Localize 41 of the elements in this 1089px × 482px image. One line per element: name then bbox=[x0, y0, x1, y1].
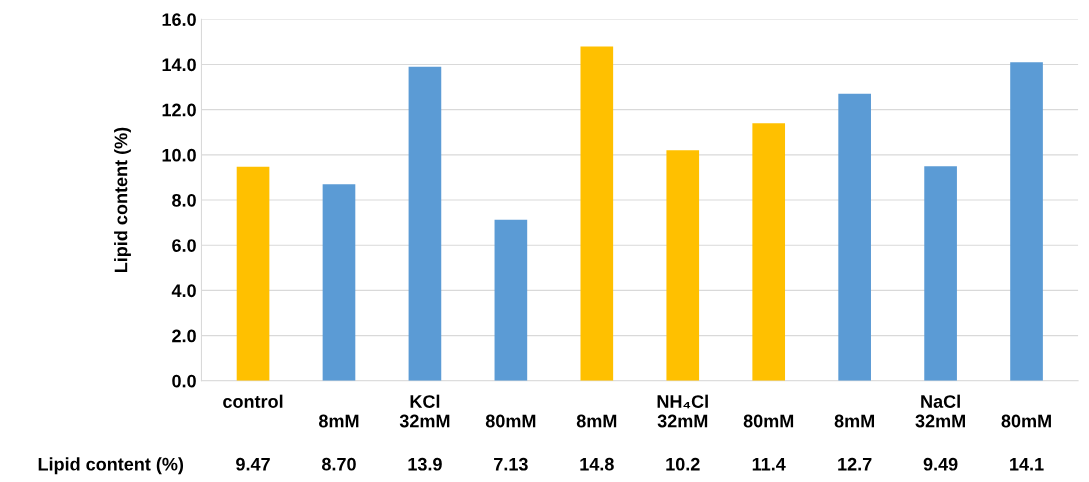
x-tick-label: 8mM bbox=[576, 414, 617, 428]
bar bbox=[838, 93, 871, 381]
bar bbox=[408, 66, 442, 381]
x-tick-label: NH₄Cl 32mM bbox=[657, 394, 708, 428]
x-tick-label: 80mM bbox=[1001, 414, 1051, 428]
bar bbox=[322, 184, 356, 381]
bar bbox=[752, 123, 786, 381]
y-tick-label: 12.0 bbox=[162, 103, 196, 117]
y-tick-label: 2.0 bbox=[172, 329, 196, 343]
y-tick-label: 8.0 bbox=[172, 193, 196, 207]
data-label: 10.2 bbox=[666, 457, 700, 471]
y-tick-label: 16.0 bbox=[162, 13, 196, 26]
bar bbox=[236, 166, 270, 381]
text: Lipid content (%) bbox=[38, 457, 184, 475]
data-label: 13.9 bbox=[408, 457, 442, 471]
y-axis-title: Lipid content (%) bbox=[114, 127, 131, 273]
data-label: 8.70 bbox=[321, 457, 356, 471]
bar bbox=[666, 150, 700, 381]
y-tick-label: 10.0 bbox=[162, 148, 196, 162]
bar bbox=[924, 166, 957, 381]
x-tick-label: NaCl 32mM bbox=[915, 394, 965, 428]
data-label: 11.4 bbox=[752, 457, 786, 471]
x-tick-label: 8mM bbox=[318, 414, 359, 428]
data-label: 9.49 bbox=[923, 457, 958, 471]
data-label: 12.7 bbox=[838, 457, 872, 471]
x-tick-label: control bbox=[223, 394, 283, 408]
bar bbox=[1010, 62, 1043, 381]
data-label: 7.13 bbox=[494, 457, 528, 471]
x-tick-label: 80mM bbox=[485, 414, 536, 428]
y-tick-label: 14.0 bbox=[162, 58, 196, 72]
data-label: 14.8 bbox=[580, 457, 614, 471]
data-label: 9.47 bbox=[236, 457, 270, 471]
x-tick-label: 8mM bbox=[834, 414, 875, 428]
bar bbox=[494, 219, 528, 381]
y-tick-label: 6.0 bbox=[172, 239, 196, 252]
bar bbox=[580, 46, 614, 381]
data-label: 14.1 bbox=[1010, 457, 1044, 471]
x-tick-label: KCl 32mM bbox=[399, 394, 450, 428]
y-tick-label: 0.0 bbox=[172, 374, 196, 388]
y-tick-label: 4.0 bbox=[171, 284, 196, 298]
x-tick-label: 80mM bbox=[743, 414, 794, 428]
